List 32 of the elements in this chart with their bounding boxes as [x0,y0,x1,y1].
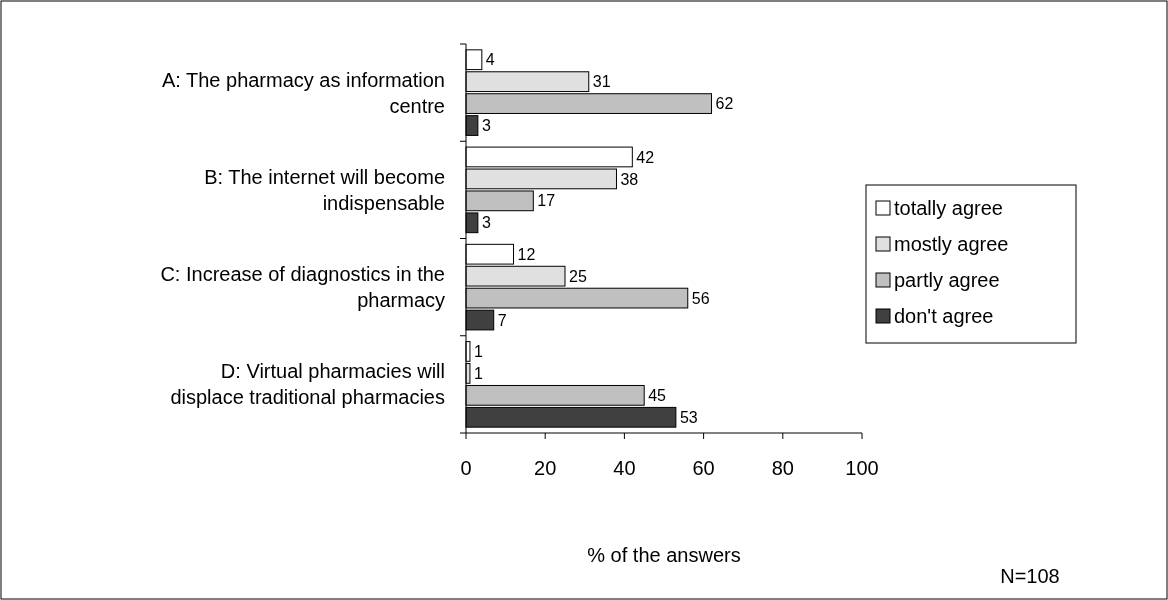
data-label: 7 [497,311,507,329]
data-label: 42 [636,148,655,166]
text: N=108 [1000,565,1060,587]
data-label: 53 [679,408,698,426]
data-label: 17 [537,192,556,210]
data-label: 56 [691,289,710,307]
data-label: 4 [485,51,495,69]
data-label: 31 [592,73,611,91]
y-tick-label: C: Increase of diagnostics in the pharmacy [160,263,445,312]
data-label: 1 [473,343,483,361]
legend-label: totally agree [894,197,1003,219]
x-tick-label: 40 [613,457,636,479]
x-tick-label: 100 [845,457,879,479]
y-tick-label: B: The internet will become indispensable [204,165,445,214]
data-label: 3 [481,117,491,135]
data-label: 45 [648,386,667,404]
legend-label: mostly agree [894,233,1009,255]
y-tick-label: A: The pharmacy as information centre [161,68,445,117]
data-label: 25 [569,267,587,285]
legend-label: partly agree [894,269,1000,291]
data-label: 3 [481,214,491,232]
legend-label: don't agree [894,305,994,327]
x-tick-label: 80 [771,457,794,479]
data-label: 1 [473,365,483,382]
x-tick-label: 0 [460,457,472,479]
x-tick-label: 20 [534,457,557,479]
x-tick-label: 60 [692,457,715,479]
data-label: 12 [517,245,536,263]
y-tick-label: D: Virtual pharmacies will displace traditional pharmacies [170,360,445,409]
x-axis-title: % of the answers [587,544,741,566]
data-label: 38 [620,170,639,188]
data-label: 62 [715,95,734,113]
